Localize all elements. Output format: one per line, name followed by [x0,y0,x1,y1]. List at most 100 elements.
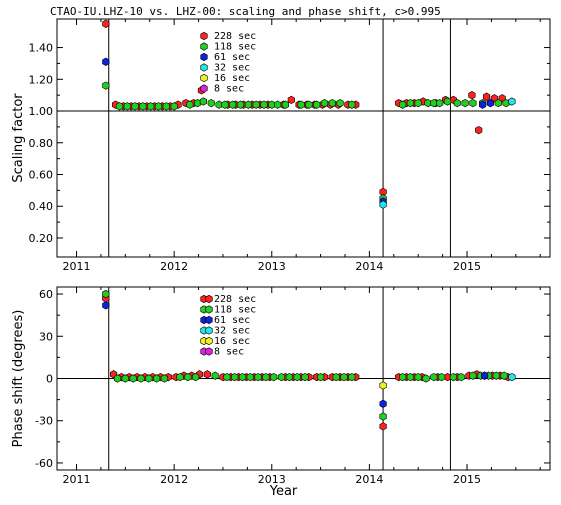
data-point [199,97,207,106]
legend-entry: 8 sec [214,347,244,358]
x-tick-label: 2011 [63,473,91,486]
data-point [469,371,477,380]
data-point [297,100,305,109]
x-tick-label: 2014 [355,260,383,273]
y-tick-label: 1.20 [29,73,54,86]
legend-swatch [200,73,208,83]
legend-swatch [205,336,213,346]
data-point [113,374,122,383]
data-point [270,372,278,382]
legend-entry: 32 sec [214,326,250,337]
data-point [492,371,500,380]
data-point [153,374,161,383]
x-tick-label: 2014 [355,473,383,486]
data-point [252,100,260,109]
data-point [486,98,495,108]
data-point [221,100,229,109]
data-point [379,381,387,390]
legend-entry: 61 sec [214,52,250,63]
series-118-sec [102,81,510,203]
data-point [137,374,145,383]
y-tick-label: -60 [35,457,53,470]
data-point [287,95,295,105]
data-point [461,98,469,108]
data-point [468,91,476,100]
data-point [336,98,344,108]
chart-title: CTAO-IU.LHZ-10 vs. LHZ-00: scaling and p… [50,5,441,18]
legend-entry: 16 sec [214,336,250,347]
data-point [102,81,110,90]
data-point [348,100,356,109]
legend-entry: 118 sec [214,42,256,53]
legend-swatch [205,347,213,356]
data-point [498,94,506,103]
data-point [139,102,147,111]
y-axis-label: Scaling factor [11,93,26,183]
data-point [406,372,415,382]
x-tick-label: 2015 [453,473,481,486]
x-tick-label: 2012 [160,260,188,273]
x-tick-label: 2013 [258,260,286,273]
data-point [398,100,407,109]
legend-entry: 32 sec [214,63,250,74]
data-point [457,372,465,382]
data-point [246,372,254,382]
data-point [207,98,215,108]
legend-swatch [200,42,208,51]
legend-entry: 118 sec [214,305,256,316]
scaling-factor-panel: 2011 2012 2013 2014 2015 0.20 0.40 0.60 0.80 1.00… [11,18,551,273]
series-118-sec [102,289,508,421]
data-point [231,372,239,382]
legend-swatch [200,52,208,62]
y-tick-label: 0.80 [29,137,54,150]
legend-swatch [205,305,213,314]
data-point [494,98,502,108]
data-point [123,102,131,111]
data-point [379,200,387,209]
data-point [379,412,387,421]
data-point [115,102,124,111]
y-tick-label: -30 [35,415,53,428]
data-point [262,372,270,382]
x-tick-label: 2012 [160,473,188,486]
data-point [508,372,516,382]
data-point [379,422,387,431]
data-point [398,372,407,382]
data-point [508,97,516,106]
data-point [281,100,290,109]
data-point [170,102,178,111]
data-point [131,102,139,111]
data-point [436,98,444,108]
data-point [328,98,336,108]
data-point [244,100,252,109]
data-point [238,372,247,382]
data-point [449,372,457,382]
y-axis-label: Phase shift (degrees) [11,310,26,448]
data-point [223,372,231,382]
data-point [229,100,237,109]
data-point [211,371,219,380]
data-point [203,370,211,379]
data-point [500,371,508,380]
data-point [301,372,309,382]
y-tick-label: 30 [39,330,53,343]
phase-shift-panel: 2011 2012 2013 2014 2015 -60 -30 0 30 60 Phase shi… [11,286,551,499]
data-point [437,372,446,382]
data-point [406,98,415,108]
y-tick-label: 0 [46,373,53,386]
data-point [102,19,110,28]
x-axis-label: Year [269,484,298,499]
x-tick-label: 2015 [453,260,481,273]
y-tick-label: 0.20 [29,232,54,245]
y-tick-label: 0.40 [29,200,54,213]
legend-entry: 8 sec [214,84,244,95]
legend-entry: 16 sec [214,73,250,84]
data-point [430,372,438,382]
y-tick-label: 0.60 [29,168,54,181]
legend-swatch [200,63,208,72]
y-tick-label: 1.00 [29,105,54,118]
data-point [293,372,301,382]
legend-swatch [205,294,213,304]
